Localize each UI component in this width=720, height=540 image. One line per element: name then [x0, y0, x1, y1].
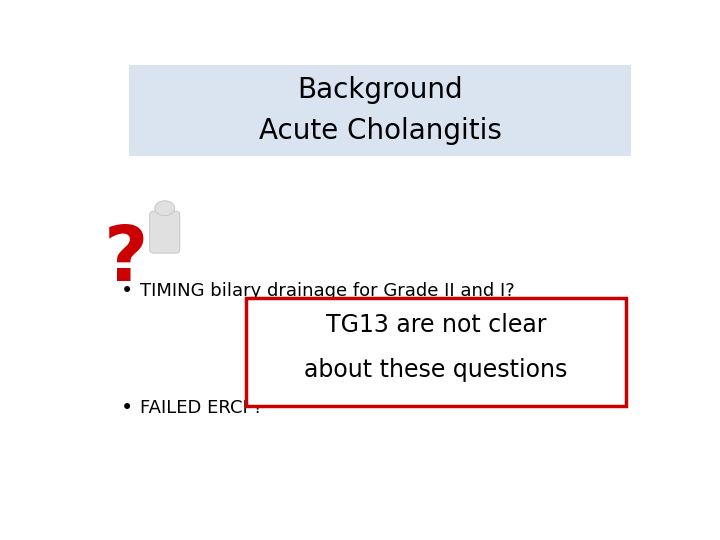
- Text: TG13 are not clear: TG13 are not clear: [325, 313, 546, 336]
- Text: •: •: [121, 398, 133, 418]
- Circle shape: [155, 201, 175, 216]
- FancyBboxPatch shape: [246, 298, 626, 406]
- Text: Background: Background: [297, 77, 463, 104]
- FancyBboxPatch shape: [129, 65, 631, 156]
- Text: •: •: [121, 281, 133, 301]
- Text: ?: ?: [104, 223, 148, 297]
- Text: Acute Cholangitis: Acute Cholangitis: [258, 117, 502, 145]
- FancyBboxPatch shape: [150, 211, 180, 253]
- Text: TIMING bilary drainage for Grade II and I?: TIMING bilary drainage for Grade II and …: [140, 282, 515, 300]
- Text: about these questions: about these questions: [305, 359, 567, 382]
- Text: FAILED ERCP?: FAILED ERCP?: [140, 399, 263, 417]
